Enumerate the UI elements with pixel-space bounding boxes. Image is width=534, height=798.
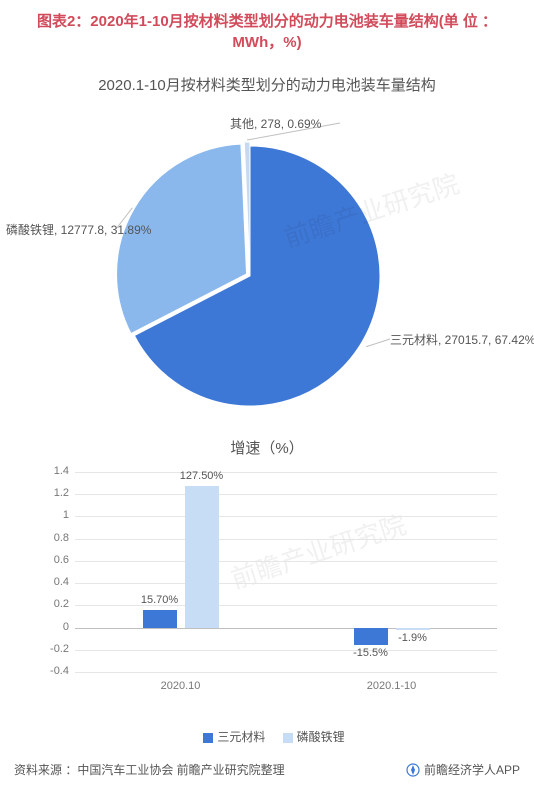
gridline — [75, 672, 497, 673]
source-text: 资料来源 ：中国汽车工业协会 前瞻产业研究院整理 — [14, 761, 285, 778]
pie-slice-label: 磷酸铁锂, 12777.8, 31.89% — [6, 221, 151, 238]
bar-title: 增速（%） — [0, 431, 534, 462]
bar-value-label: -1.9% — [383, 632, 443, 644]
legend-swatch-2 — [283, 733, 293, 743]
chart-container: 图表2：2020年1-10月按材料类型划分的动力电池装车量结构(单 位 ：MWh… — [0, 0, 534, 794]
y-tick-label: 1 — [63, 509, 69, 521]
y-tick-label: 1.2 — [54, 487, 69, 499]
y-tick-label: 0.4 — [54, 576, 69, 588]
y-tick-label: 1.4 — [54, 465, 69, 477]
footer-app-label: 前瞻经济学人APP — [424, 761, 520, 778]
gridline — [75, 628, 497, 629]
pie-slice-label: 其他, 278, 0.69% — [230, 115, 321, 132]
gridline — [75, 583, 497, 584]
compass-icon — [406, 763, 420, 777]
y-tick-label: -0.2 — [50, 643, 69, 655]
footer-right: 前瞻经济学人APP — [406, 761, 520, 778]
y-tick-label: 0.2 — [54, 598, 69, 610]
legend: 三元材料 磷酸铁锂 — [0, 722, 534, 755]
gridline — [75, 516, 497, 517]
legend-swatch-1 — [203, 733, 213, 743]
bar — [143, 610, 177, 627]
x-tick-label: 2020.10 — [141, 680, 221, 692]
x-tick-label: 2020.1-10 — [352, 680, 432, 692]
pie-slice-label: 三元材料, 27015.7, 67.42% — [390, 331, 534, 348]
pie-svg — [0, 101, 534, 431]
gridline — [75, 494, 497, 495]
bar — [185, 486, 219, 628]
gridline — [75, 561, 497, 562]
main-title: 图表2：2020年1-10月按材料类型划分的动力电池装车量结构(单 位 ：MWh… — [0, 0, 534, 56]
bar-chart: 前瞻产业研究院 -0.4-0.200.20.40.60.811.21.415.7… — [27, 462, 507, 722]
legend-label-1: 三元材料 — [217, 730, 265, 744]
y-tick-label: -0.4 — [50, 665, 69, 677]
y-tick-label: 0.6 — [54, 554, 69, 566]
y-tick-label: 0 — [63, 621, 69, 633]
bar — [396, 628, 430, 630]
bar-value-label: 15.70% — [130, 594, 190, 606]
legend-label-2: 磷酸铁锂 — [297, 730, 345, 744]
y-tick-label: 0.8 — [54, 532, 69, 544]
pie-chart: 前瞻产业研究院 三元材料, 27015.7, 67.42%磷酸铁锂, 12777… — [0, 101, 534, 431]
pie-title: 2020.1-10月按材料类型划分的动力电池装车量结构 — [0, 56, 534, 101]
bar-value-label: 127.50% — [172, 470, 232, 482]
gridline — [75, 472, 497, 473]
footer: 资料来源 ：中国汽车工业协会 前瞻产业研究院整理 前瞻经济学人APP — [0, 755, 534, 794]
gridline — [75, 539, 497, 540]
gridline — [75, 650, 497, 651]
bar-value-label: -15.5% — [341, 647, 401, 659]
